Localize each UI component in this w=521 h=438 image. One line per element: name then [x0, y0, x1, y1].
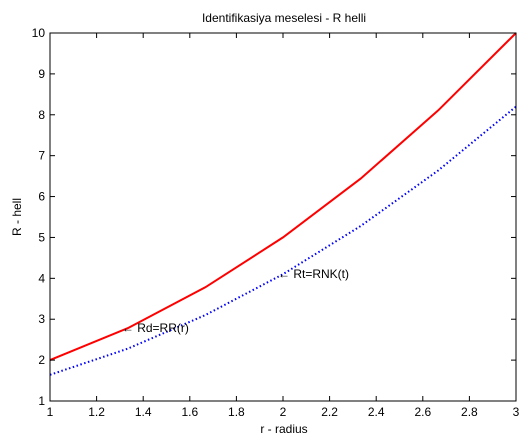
x-tick-label: 2.2	[321, 405, 338, 419]
y-tick-label: 7	[38, 149, 45, 163]
y-tick-label: 10	[32, 26, 46, 40]
series-line-1	[49, 32, 517, 362]
annotation-label: ← Rd=RR(r)	[122, 321, 189, 335]
x-tick-label: 1.8	[228, 405, 245, 419]
series-line-2	[49, 105, 517, 376]
x-tick-label: 2.8	[461, 405, 478, 419]
x-tick-label: 1.2	[88, 405, 105, 419]
y-tick-label: 4	[38, 271, 45, 285]
y-tick-label: 5	[38, 230, 45, 244]
y-axis-title: R - hell	[10, 198, 24, 236]
x-tick-label: 3	[513, 405, 520, 419]
y-tick-label: 9	[38, 67, 45, 81]
chart-title: Identifikasiya meselesi - R helli	[202, 11, 366, 25]
x-tick-label: 1.4	[135, 405, 152, 419]
y-tick-label: 6	[38, 190, 45, 204]
x-tick-label: 1	[47, 405, 54, 419]
ticks-layer: 1 1.2 1.4 1.6 1.8 2 2.2 2.4 2.6 2.8 3 1 2 3 4 5 6 7 8 9 10	[32, 26, 520, 419]
y-tick-label: 8	[38, 108, 45, 122]
x-tick-label: 2.6	[414, 405, 431, 419]
x-tick-label: 2.4	[368, 405, 385, 419]
x-tick-label: 1.6	[181, 405, 198, 419]
annotations-layer: ← Rd=RR(r) ← Rt=RNK(t)	[122, 267, 349, 335]
y-tick-label: 1	[38, 394, 45, 408]
x-tick-label: 2	[280, 405, 287, 419]
annotation-label: ← Rt=RNK(t)	[278, 267, 349, 281]
y-tick-label: 2	[38, 353, 45, 367]
x-axis-title: r - radius	[260, 422, 307, 436]
y-tick-label: 3	[38, 312, 45, 326]
